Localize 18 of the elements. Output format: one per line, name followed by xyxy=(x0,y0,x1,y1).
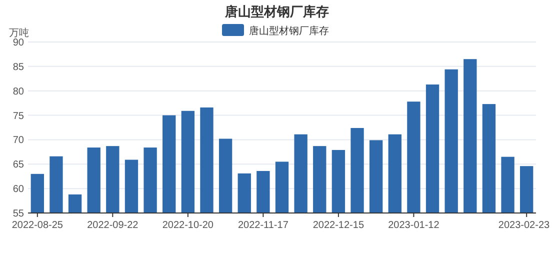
y-tick-label: 85 xyxy=(12,62,24,73)
x-tick-label: 2022-12-15 xyxy=(312,220,364,231)
y-tick-label: 55 xyxy=(12,208,24,220)
y-axis-title: 万吨 xyxy=(9,27,29,39)
y-tick-label: 80 xyxy=(12,86,24,98)
x-tick-label: 2022-08-25 xyxy=(12,220,64,231)
chart-title: 唐山型材钢厂库存 xyxy=(224,4,329,19)
y-tick-label: 75 xyxy=(12,110,24,122)
y-tick-label: 70 xyxy=(12,135,24,146)
x-tick-label: 2022-10-20 xyxy=(162,220,214,231)
x-tick-label: 2022-09-22 xyxy=(87,220,139,231)
x-tick-label: 2023-01-12 xyxy=(388,220,440,231)
y-tick-label: 65 xyxy=(12,160,24,171)
legend-label: 唐山型材钢厂库存 xyxy=(249,25,329,37)
x-tick-label: 2022-11-17 xyxy=(238,220,289,231)
x-tick-label: 2023-02-23 xyxy=(498,220,550,231)
y-tick-label: 60 xyxy=(12,184,24,196)
y-tick-label: 90 xyxy=(12,38,24,48)
